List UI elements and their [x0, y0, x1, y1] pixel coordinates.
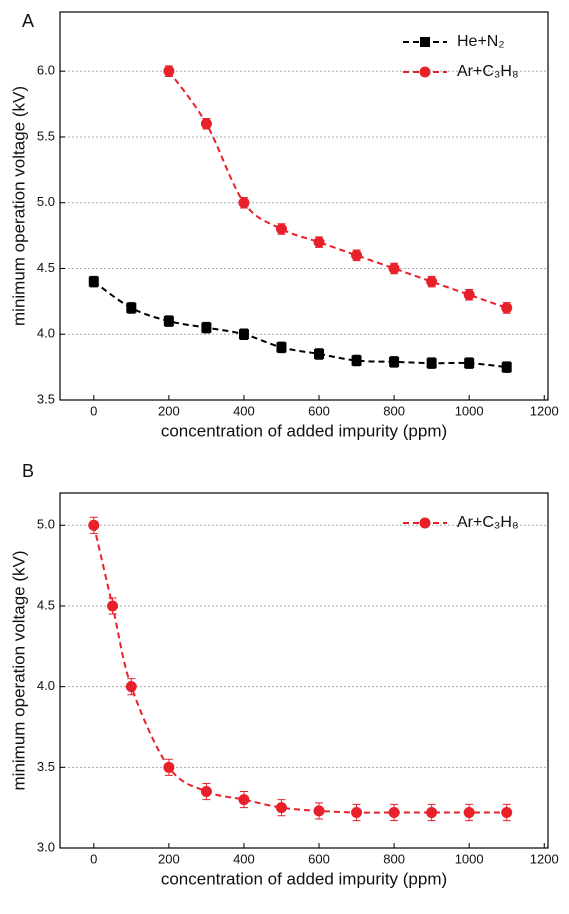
marker [200, 118, 212, 130]
y-tick-label: 5.0 [37, 517, 55, 532]
x-tick-label: 400 [233, 403, 255, 418]
legend-label: Ar+C₃H₈ [457, 514, 519, 531]
marker [163, 65, 175, 77]
x-tick-label: 600 [308, 851, 330, 866]
marker [463, 807, 475, 818]
marker [501, 362, 512, 373]
panel-label: A [22, 11, 34, 31]
legend-label: He+N₂ [457, 33, 505, 50]
legend-marker [420, 37, 430, 47]
x-tick-label: 800 [383, 403, 405, 418]
y-tick-label: 3.0 [37, 839, 55, 854]
x-tick-label: 0 [90, 851, 97, 866]
y-tick-label: 3.5 [37, 759, 55, 774]
marker [313, 805, 325, 817]
x-tick-label: 200 [158, 403, 180, 418]
marker [276, 342, 287, 353]
series-line [93, 280, 507, 369]
marker [501, 302, 513, 314]
marker [88, 276, 99, 287]
y-tick-label: 4.5 [37, 260, 55, 275]
y-tick-label: 6.0 [37, 63, 55, 78]
marker [163, 316, 174, 327]
y-tick-label: 5.5 [37, 128, 55, 143]
series-line [168, 70, 508, 309]
marker [107, 600, 119, 612]
x-tick-label: 800 [383, 851, 405, 866]
marker [314, 348, 325, 359]
y-axis-title: minimum operation voltage (kV) [9, 551, 28, 791]
panel-label: B [22, 461, 34, 481]
x-tick-label: 0 [90, 403, 97, 418]
marker [388, 807, 400, 818]
marker [88, 519, 100, 531]
marker [275, 223, 287, 235]
marker [426, 358, 437, 369]
marker [275, 802, 287, 814]
y-tick-label: 4.5 [37, 597, 55, 612]
marker [464, 358, 475, 369]
marker [313, 236, 325, 248]
legend-marker [419, 517, 431, 529]
plot-frame [59, 492, 549, 849]
marker [163, 761, 175, 773]
x-tick-label: 1200 [530, 403, 559, 418]
y-axis-title: minimum operation voltage (kV) [9, 86, 28, 326]
y-tick-label: 4.0 [37, 326, 55, 341]
marker [463, 289, 475, 301]
plot-frame [59, 11, 549, 401]
marker [126, 302, 137, 313]
legend-marker [419, 66, 431, 78]
marker [238, 197, 250, 209]
x-tick-label: 400 [233, 851, 255, 866]
x-axis-title: concentration of added impurity (ppm) [161, 869, 447, 888]
marker [238, 794, 250, 806]
marker [200, 786, 212, 798]
marker [426, 807, 438, 818]
y-tick-label: 3.5 [37, 391, 55, 406]
marker [351, 355, 362, 366]
y-tick-label: 4.0 [37, 678, 55, 693]
x-tick-label: 1000 [455, 403, 484, 418]
marker [389, 356, 400, 367]
y-tick-label: 5.0 [37, 194, 55, 209]
marker [426, 276, 438, 288]
x-axis-title: concentration of added impurity (ppm) [161, 421, 447, 440]
marker [351, 807, 363, 818]
marker [501, 807, 513, 818]
marker [201, 322, 212, 333]
marker [388, 262, 400, 274]
marker [125, 681, 137, 693]
series-line [92, 525, 507, 814]
x-tick-label: 1200 [530, 851, 559, 866]
x-tick-label: 600 [308, 403, 330, 418]
x-tick-label: 1000 [455, 851, 484, 866]
legend-label: Ar+C₃H₈ [457, 63, 519, 80]
x-tick-label: 200 [158, 851, 180, 866]
marker [238, 329, 249, 340]
marker [351, 249, 363, 261]
